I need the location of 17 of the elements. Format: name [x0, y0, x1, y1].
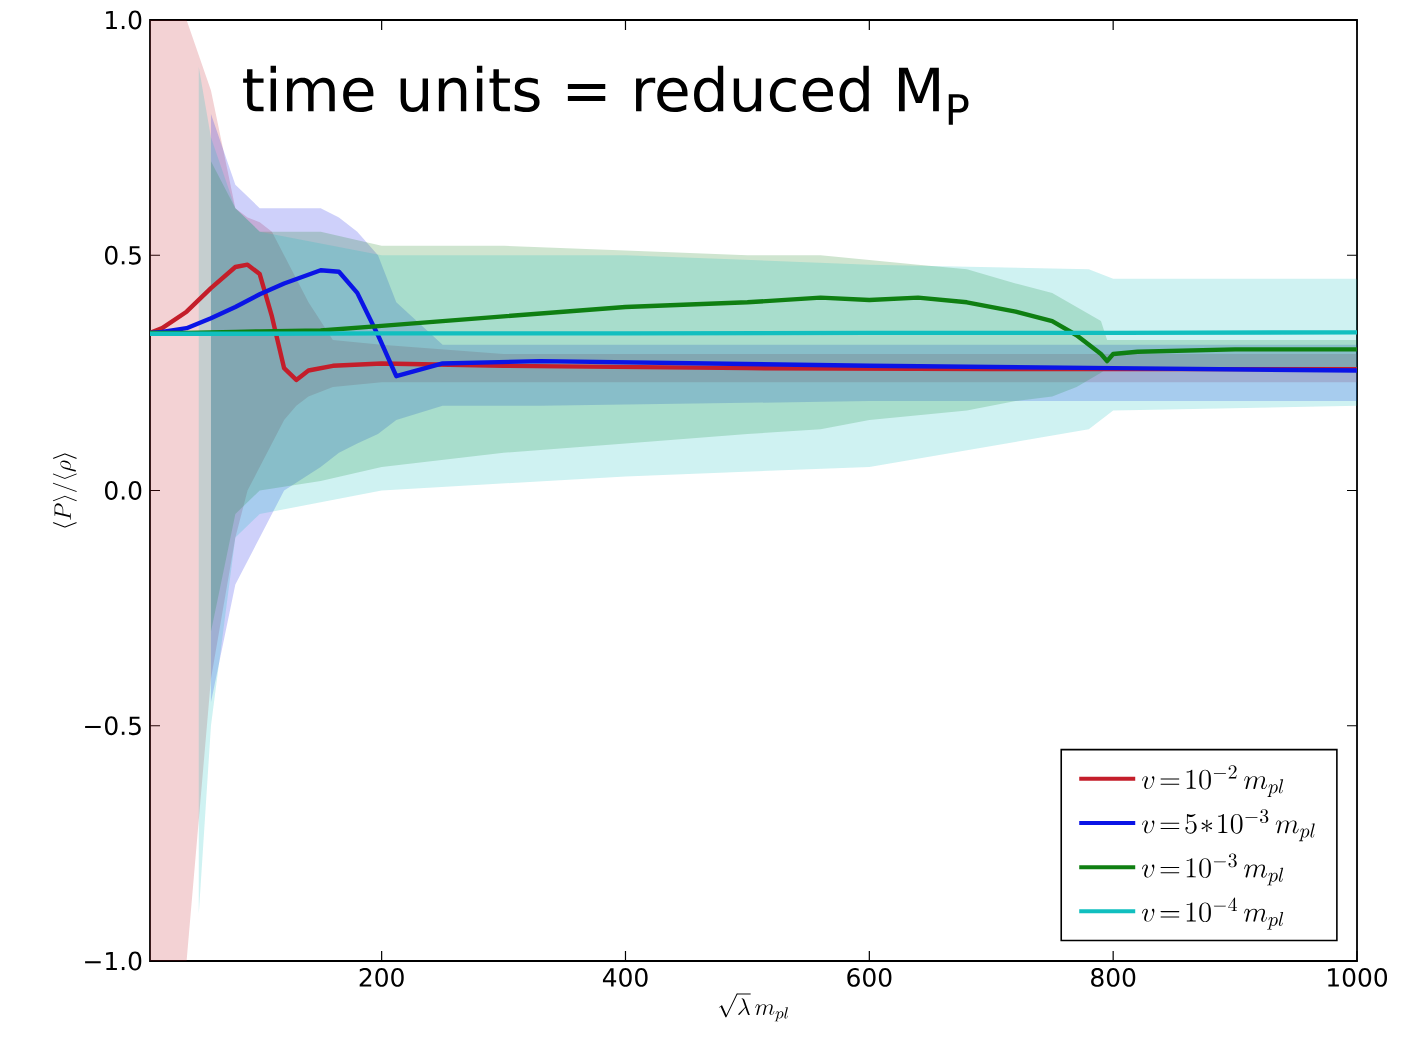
y-tick-label: 1.0 — [106, 10, 142, 30]
x-tick-label: 400 — [602, 968, 648, 987]
y-tick-label: −0.5 — [85, 716, 141, 736]
legend-label: $v\!=\!10^{-3}\,m_{pl}$ — [1142, 853, 1284, 886]
legend-label: $v\!=\!10^{-4}\,m_{pl}$ — [1142, 897, 1284, 930]
x-tick-label: 600 — [847, 968, 892, 987]
y-tick-label: 0.5 — [105, 245, 141, 265]
y-tick-label: 0.0 — [105, 481, 142, 500]
x-tick-label: 200 — [359, 968, 404, 987]
x-tick-label: 1000 — [1328, 968, 1388, 987]
annotation: time units = reduced M$_{P}$ — [243, 65, 969, 125]
x-axis-title: $\sqrt{\lambda}\, m_{pl}$ — [718, 993, 788, 1022]
y-axis-title: $\langle P\rangle/\langle\rho\rangle$ — [52, 453, 77, 528]
x-tick-label: 800 — [1091, 968, 1136, 987]
y-tick-label: −1.0 — [85, 951, 142, 971]
legend-label: $v\!=\!10^{-2}\,m_{pl}$ — [1142, 765, 1284, 798]
legend-label: $v\!=\!5\!*\!10^{-3}\,m_{pl}$ — [1142, 809, 1315, 842]
